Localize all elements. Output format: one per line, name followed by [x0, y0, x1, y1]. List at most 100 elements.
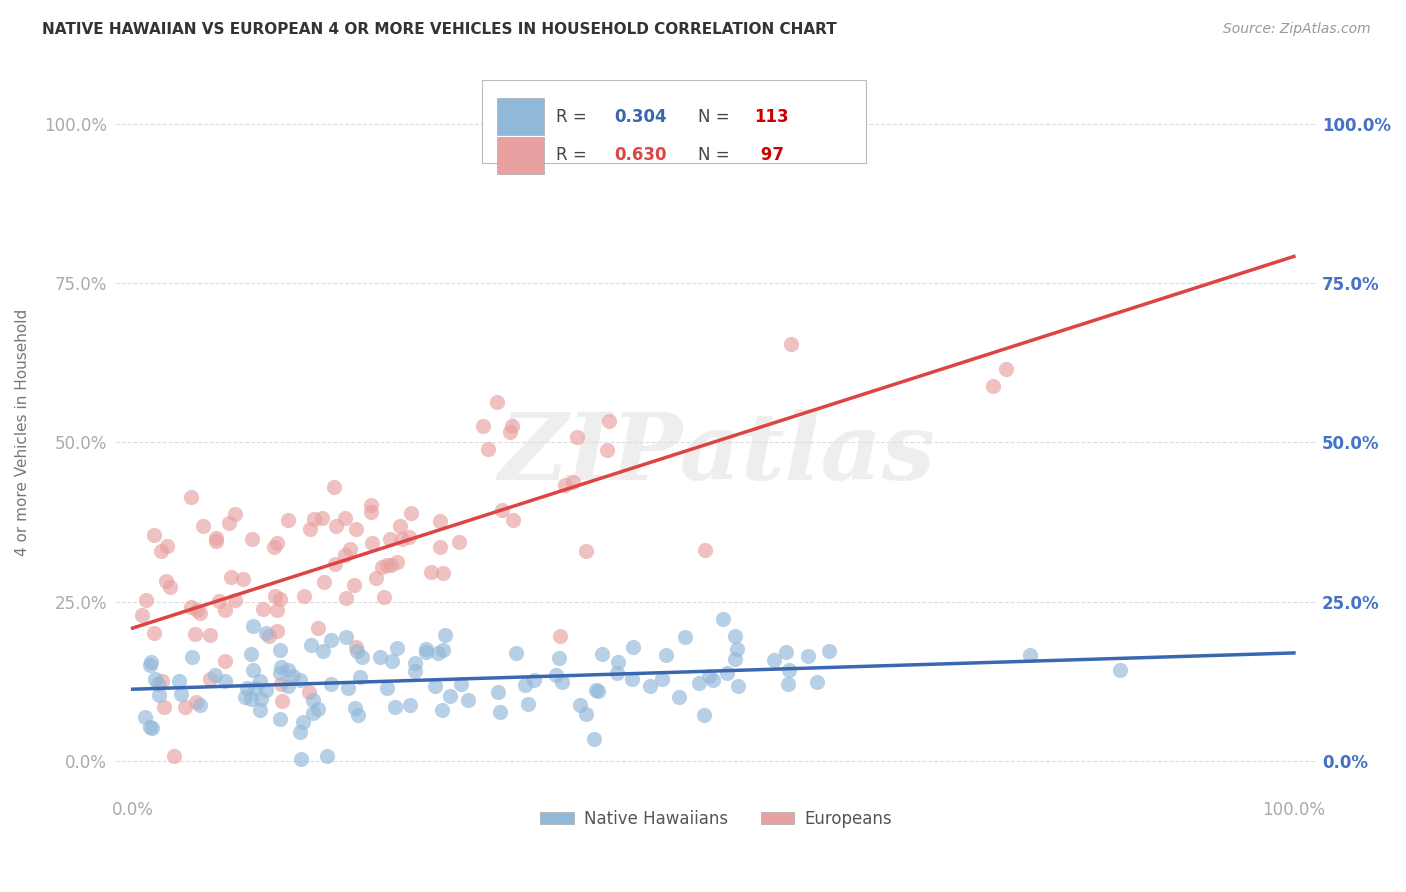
- Point: [214, 654, 236, 668]
- Point: [724, 629, 747, 643]
- Point: [173, 700, 195, 714]
- Point: [288, 724, 311, 739]
- Point: [204, 667, 226, 681]
- Point: [322, 479, 344, 493]
- Point: [242, 618, 264, 632]
- Point: [371, 560, 394, 574]
- Point: [673, 631, 696, 645]
- Point: [150, 544, 173, 558]
- Point: [502, 513, 524, 527]
- Point: [150, 673, 173, 688]
- Point: [141, 721, 163, 735]
- Point: [404, 656, 426, 670]
- Point: [716, 666, 738, 681]
- Point: [391, 532, 413, 546]
- Point: [314, 574, 336, 589]
- Point: [499, 425, 522, 439]
- Point: [181, 649, 204, 664]
- Point: [375, 558, 398, 572]
- Point: [139, 719, 162, 733]
- Point: [582, 732, 605, 747]
- Point: [146, 677, 169, 691]
- Point: [360, 498, 382, 512]
- Point: [432, 643, 454, 657]
- Point: [214, 603, 236, 617]
- Point: [264, 589, 287, 603]
- Point: [259, 630, 281, 644]
- Point: [205, 532, 228, 546]
- Point: [415, 641, 437, 656]
- Point: [439, 689, 461, 703]
- Point: [427, 646, 450, 660]
- Point: [269, 712, 291, 726]
- Point: [252, 602, 274, 616]
- Point: [180, 490, 202, 504]
- Point: [263, 540, 285, 554]
- Point: [319, 633, 342, 648]
- Point: [325, 518, 347, 533]
- Point: [373, 590, 395, 604]
- Point: [548, 651, 571, 665]
- Point: [778, 677, 800, 691]
- Point: [1108, 664, 1130, 678]
- Point: [797, 649, 820, 664]
- Point: [142, 626, 165, 640]
- Point: [214, 673, 236, 688]
- Point: [191, 519, 214, 533]
- Point: [145, 673, 167, 687]
- Point: [419, 565, 441, 579]
- Point: [170, 687, 193, 701]
- FancyBboxPatch shape: [498, 136, 544, 174]
- Point: [186, 695, 208, 709]
- Point: [596, 442, 619, 457]
- Point: [346, 644, 368, 658]
- Point: [994, 362, 1017, 376]
- Point: [180, 599, 202, 614]
- Point: [725, 641, 748, 656]
- Point: [344, 522, 367, 536]
- Point: [501, 419, 523, 434]
- Point: [585, 682, 607, 697]
- Point: [364, 571, 387, 585]
- Point: [621, 640, 644, 654]
- Point: [249, 692, 271, 706]
- Point: [335, 591, 357, 605]
- Point: [513, 678, 536, 692]
- Point: [472, 419, 495, 434]
- Point: [655, 648, 678, 663]
- Point: [370, 650, 392, 665]
- Point: [336, 681, 359, 695]
- Legend: Native Hawaiians, Europeans: Native Hawaiians, Europeans: [534, 804, 898, 835]
- Point: [307, 621, 329, 635]
- Point: [205, 533, 228, 548]
- Point: [243, 681, 266, 695]
- Point: [242, 663, 264, 677]
- Point: [277, 663, 299, 677]
- Point: [401, 506, 423, 520]
- Point: [349, 670, 371, 684]
- Text: R =: R =: [557, 108, 592, 126]
- Point: [163, 749, 186, 764]
- Point: [299, 638, 322, 652]
- Point: [779, 337, 801, 351]
- Point: [135, 592, 157, 607]
- Point: [817, 644, 839, 658]
- Point: [343, 578, 366, 592]
- Point: [477, 442, 499, 457]
- Point: [516, 698, 538, 712]
- Point: [302, 692, 325, 706]
- Point: [254, 682, 277, 697]
- Point: [319, 677, 342, 691]
- Point: [290, 752, 312, 766]
- Point: [449, 534, 471, 549]
- Point: [139, 655, 162, 669]
- Point: [325, 557, 347, 571]
- Point: [565, 429, 588, 443]
- Point: [343, 701, 366, 715]
- Point: [621, 672, 644, 686]
- Point: [638, 680, 661, 694]
- Text: N =: N =: [699, 146, 735, 164]
- Point: [249, 703, 271, 717]
- Point: [651, 672, 673, 686]
- Point: [235, 681, 257, 696]
